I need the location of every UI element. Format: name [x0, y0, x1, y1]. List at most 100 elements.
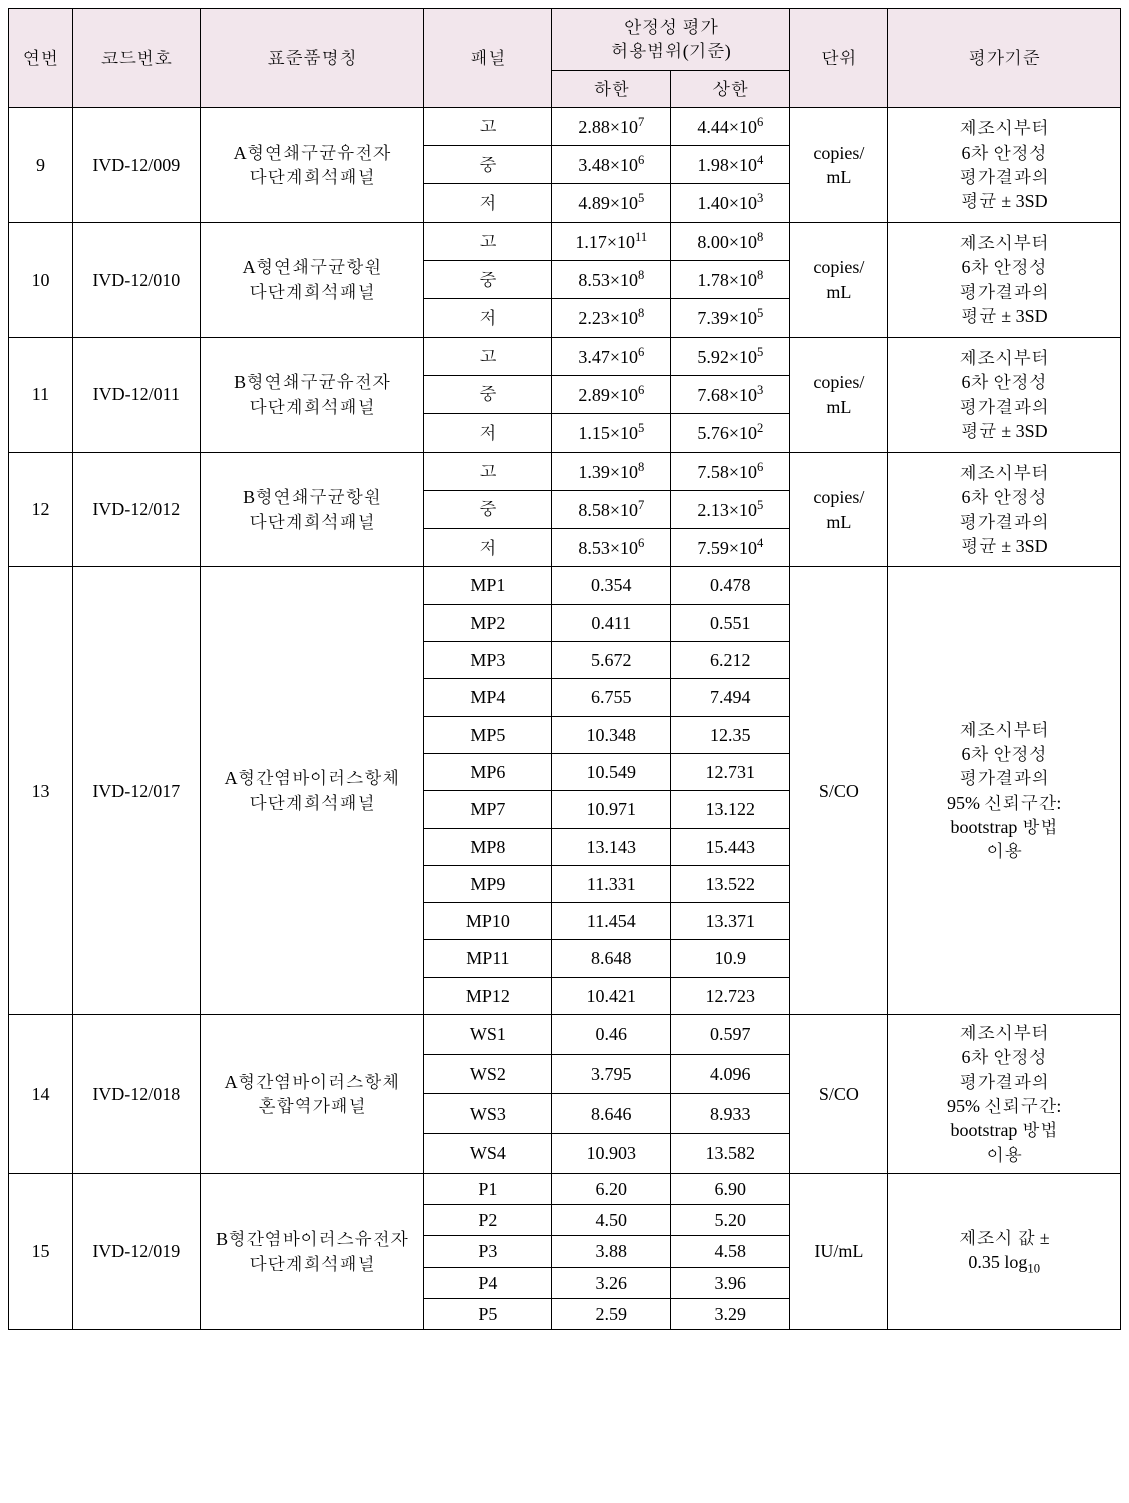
- panel: MP3: [424, 642, 552, 679]
- lower: 10.903: [552, 1134, 671, 1174]
- upper: 13.582: [671, 1134, 790, 1174]
- panel: MP12: [424, 977, 552, 1014]
- panel: 중: [424, 375, 552, 413]
- upper: 8.00×108: [671, 222, 790, 260]
- criteria: 제조시부터 6차 안정성 평가결과의 평균 ± 3SD: [888, 107, 1121, 222]
- panel: MP11: [424, 940, 552, 977]
- row-code: IVD-12/017: [72, 567, 200, 1015]
- unit: S/CO: [790, 567, 888, 1015]
- table-row: 15IVD-12/019B형간염바이러스유전자 다단계희석패널P16.206.9…: [9, 1173, 1121, 1204]
- th-no: 연번: [9, 9, 73, 108]
- lower: 2.88×107: [552, 107, 671, 145]
- upper: 12.731: [671, 753, 790, 790]
- row-no: 12: [9, 452, 73, 567]
- panel: 고: [424, 452, 552, 490]
- panel: 중: [424, 490, 552, 528]
- upper: 13.122: [671, 791, 790, 828]
- lower: 10.549: [552, 753, 671, 790]
- panel: P5: [424, 1298, 552, 1329]
- row-code: IVD-12/019: [72, 1173, 200, 1329]
- panel: MP6: [424, 753, 552, 790]
- panel: MP2: [424, 604, 552, 641]
- row-name: A형연쇄구균항원 다단계희석패널: [200, 222, 424, 337]
- th-stability: 안정성 평가 허용범위(기준): [552, 9, 790, 71]
- upper: 7.58×106: [671, 452, 790, 490]
- panel: MP4: [424, 679, 552, 716]
- panel: MP9: [424, 865, 552, 902]
- panel: 저: [424, 184, 552, 222]
- unit: copies/ mL: [790, 222, 888, 337]
- upper: 7.494: [671, 679, 790, 716]
- upper: 15.443: [671, 828, 790, 865]
- panel: WS4: [424, 1134, 552, 1174]
- panel: 저: [424, 529, 552, 567]
- th-code: 코드번호: [72, 9, 200, 108]
- lower: 10.421: [552, 977, 671, 1014]
- upper: 7.39×105: [671, 299, 790, 337]
- lower: 3.88: [552, 1236, 671, 1267]
- row-code: IVD-12/011: [72, 337, 200, 452]
- lower: 2.23×108: [552, 299, 671, 337]
- panel: WS1: [424, 1015, 552, 1055]
- th-panel: 패널: [424, 9, 552, 108]
- upper: 6.90: [671, 1173, 790, 1204]
- lower: 13.143: [552, 828, 671, 865]
- row-name: B형연쇄구균유전자 다단계희석패널: [200, 337, 424, 452]
- lower: 2.59: [552, 1298, 671, 1329]
- table-header: 연번 코드번호 표준품명칭 패널 안정성 평가 허용범위(기준) 단위 평가기준…: [9, 9, 1121, 108]
- table-row: 9IVD-12/009A형연쇄구균유전자 다단계희석패널고2.88×1074.4…: [9, 107, 1121, 145]
- panel: MP1: [424, 567, 552, 604]
- upper: 0.478: [671, 567, 790, 604]
- unit: copies/ mL: [790, 107, 888, 222]
- lower: 0.354: [552, 567, 671, 604]
- criteria: 제조시 값 ± 0.35 log10: [888, 1173, 1121, 1329]
- criteria: 제조시부터 6차 안정성 평가결과의 95% 신뢰구간: bootstrap 방…: [888, 1015, 1121, 1174]
- criteria: 제조시부터 6차 안정성 평가결과의 95% 신뢰구간: bootstrap 방…: [888, 567, 1121, 1015]
- lower: 11.331: [552, 865, 671, 902]
- upper: 1.40×103: [671, 184, 790, 222]
- row-no: 9: [9, 107, 73, 222]
- table-body: 9IVD-12/009A형연쇄구균유전자 다단계희석패널고2.88×1074.4…: [9, 107, 1121, 1329]
- panel: P4: [424, 1267, 552, 1298]
- th-unit: 단위: [790, 9, 888, 108]
- panel: 저: [424, 299, 552, 337]
- unit: copies/ mL: [790, 337, 888, 452]
- panel: WS3: [424, 1094, 552, 1134]
- lower: 4.89×105: [552, 184, 671, 222]
- upper: 8.933: [671, 1094, 790, 1134]
- table-row: 12IVD-12/012B형연쇄구균항원 다단계희석패널고1.39×1087.5…: [9, 452, 1121, 490]
- upper: 0.551: [671, 604, 790, 641]
- criteria: 제조시부터 6차 안정성 평가결과의 평균 ± 3SD: [888, 337, 1121, 452]
- upper: 12.723: [671, 977, 790, 1014]
- upper: 1.78×108: [671, 261, 790, 299]
- row-code: IVD-12/009: [72, 107, 200, 222]
- unit: copies/ mL: [790, 452, 888, 567]
- row-no: 14: [9, 1015, 73, 1174]
- upper: 7.68×103: [671, 375, 790, 413]
- lower: 10.348: [552, 716, 671, 753]
- lower: 11.454: [552, 903, 671, 940]
- row-no: 15: [9, 1173, 73, 1329]
- lower: 8.58×107: [552, 490, 671, 528]
- table-row: 10IVD-12/010A형연쇄구균항원 다단계희석패널고1.17×10118.…: [9, 222, 1121, 260]
- th-upper: 상한: [671, 70, 790, 107]
- panel: MP10: [424, 903, 552, 940]
- lower: 2.89×106: [552, 375, 671, 413]
- upper: 1.98×104: [671, 146, 790, 184]
- row-no: 10: [9, 222, 73, 337]
- upper: 10.9: [671, 940, 790, 977]
- row-code: IVD-12/012: [72, 452, 200, 567]
- upper: 5.20: [671, 1205, 790, 1236]
- upper: 13.522: [671, 865, 790, 902]
- upper: 5.92×105: [671, 337, 790, 375]
- panel: MP7: [424, 791, 552, 828]
- upper: 7.59×104: [671, 529, 790, 567]
- row-name: A형연쇄구균유전자 다단계희석패널: [200, 107, 424, 222]
- panel: 중: [424, 261, 552, 299]
- row-code: IVD-12/010: [72, 222, 200, 337]
- panel: 고: [424, 107, 552, 145]
- lower: 6.755: [552, 679, 671, 716]
- upper: 4.44×106: [671, 107, 790, 145]
- panel: P1: [424, 1173, 552, 1204]
- panel: 고: [424, 222, 552, 260]
